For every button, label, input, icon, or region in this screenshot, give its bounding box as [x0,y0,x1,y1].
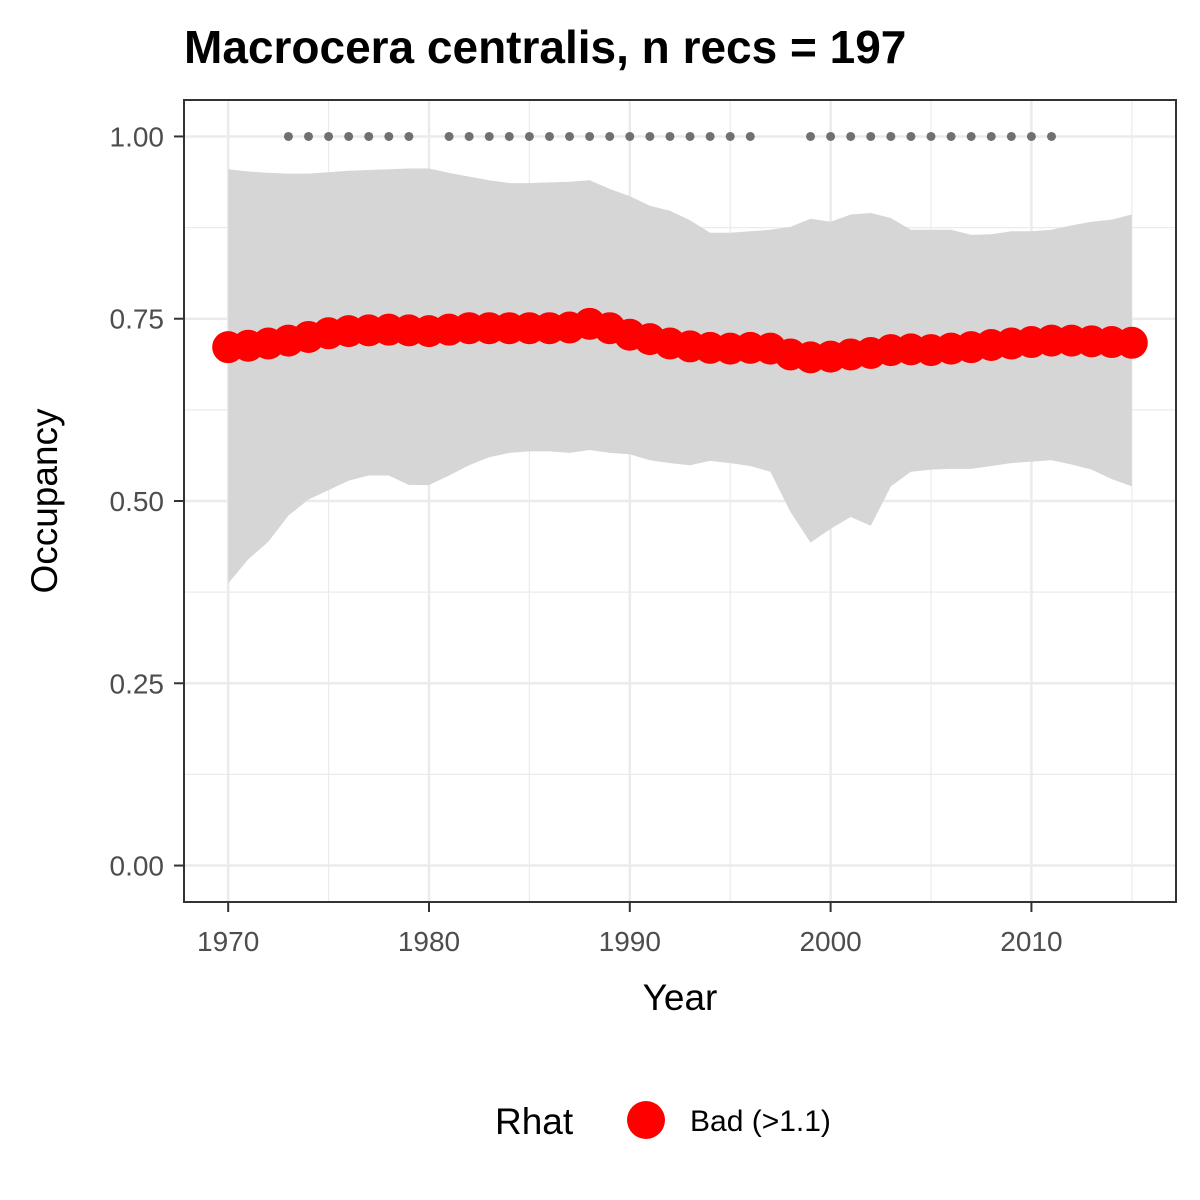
record-dot [926,131,936,141]
x-tick-label: 2000 [799,926,861,957]
record-dot [464,131,474,141]
record-dot [484,131,494,141]
legend-label-bad: Bad (>1.1) [690,1105,831,1138]
record-dot [665,131,675,141]
record-dot [344,131,354,141]
credible-interval-ribbon [228,168,1132,584]
record-dot [745,131,755,141]
record-dot [806,131,816,141]
record-dot [725,131,735,141]
record-dot [384,131,394,141]
record-dot [324,131,334,141]
record-dot [283,131,293,141]
x-tick-label: 1990 [599,926,661,957]
record-dot [705,131,715,141]
record-dot [986,131,996,141]
mean-points-layer [212,307,1148,374]
record-dot [966,131,976,141]
record-dot [304,131,314,141]
record-dot [625,131,635,141]
y-tick-label: 0.00 [110,851,165,882]
record-dot [544,131,554,141]
record-dot [846,131,856,141]
record-dot [404,131,414,141]
y-tick-label: 0.25 [110,668,165,699]
y-axis-title: Occupancy [24,408,65,594]
legend-title: Rhat [495,1101,574,1142]
record-dots-layer [283,131,1056,141]
record-dot [444,131,454,141]
record-dot [524,131,534,141]
x-axis: 1970 1980 1990 2000 2010 [197,902,1063,957]
record-dot [866,131,876,141]
record-dot [565,131,575,141]
legend-key-bad [627,1101,665,1139]
legend: Rhat Bad (>1.1) [495,1101,831,1142]
record-dot [826,131,836,141]
record-dot [585,131,595,141]
occupancy-point [1115,326,1148,359]
y-tick-label: 1.00 [110,121,165,152]
record-dot [1026,131,1036,141]
record-dot [946,131,956,141]
y-tick-label: 0.75 [110,304,165,335]
record-dot [906,131,916,141]
record-dot [1006,131,1016,141]
record-dot [1046,131,1056,141]
record-dot [645,131,655,141]
record-dot [886,131,896,141]
record-dot [605,131,615,141]
x-axis-title: Year [643,977,718,1018]
y-tick-label: 0.50 [110,486,165,517]
x-tick-label: 2010 [1000,926,1062,957]
x-tick-label: 1970 [197,926,259,957]
y-axis: 0.00 0.25 0.50 0.75 1.00 [110,121,184,882]
x-tick-label: 1980 [398,926,460,957]
chart-title: Macrocera centralis, n recs = 197 [184,21,906,73]
record-dot [685,131,695,141]
credible-interval-layer [228,168,1132,584]
record-dot [504,131,514,141]
record-dot [364,131,374,141]
